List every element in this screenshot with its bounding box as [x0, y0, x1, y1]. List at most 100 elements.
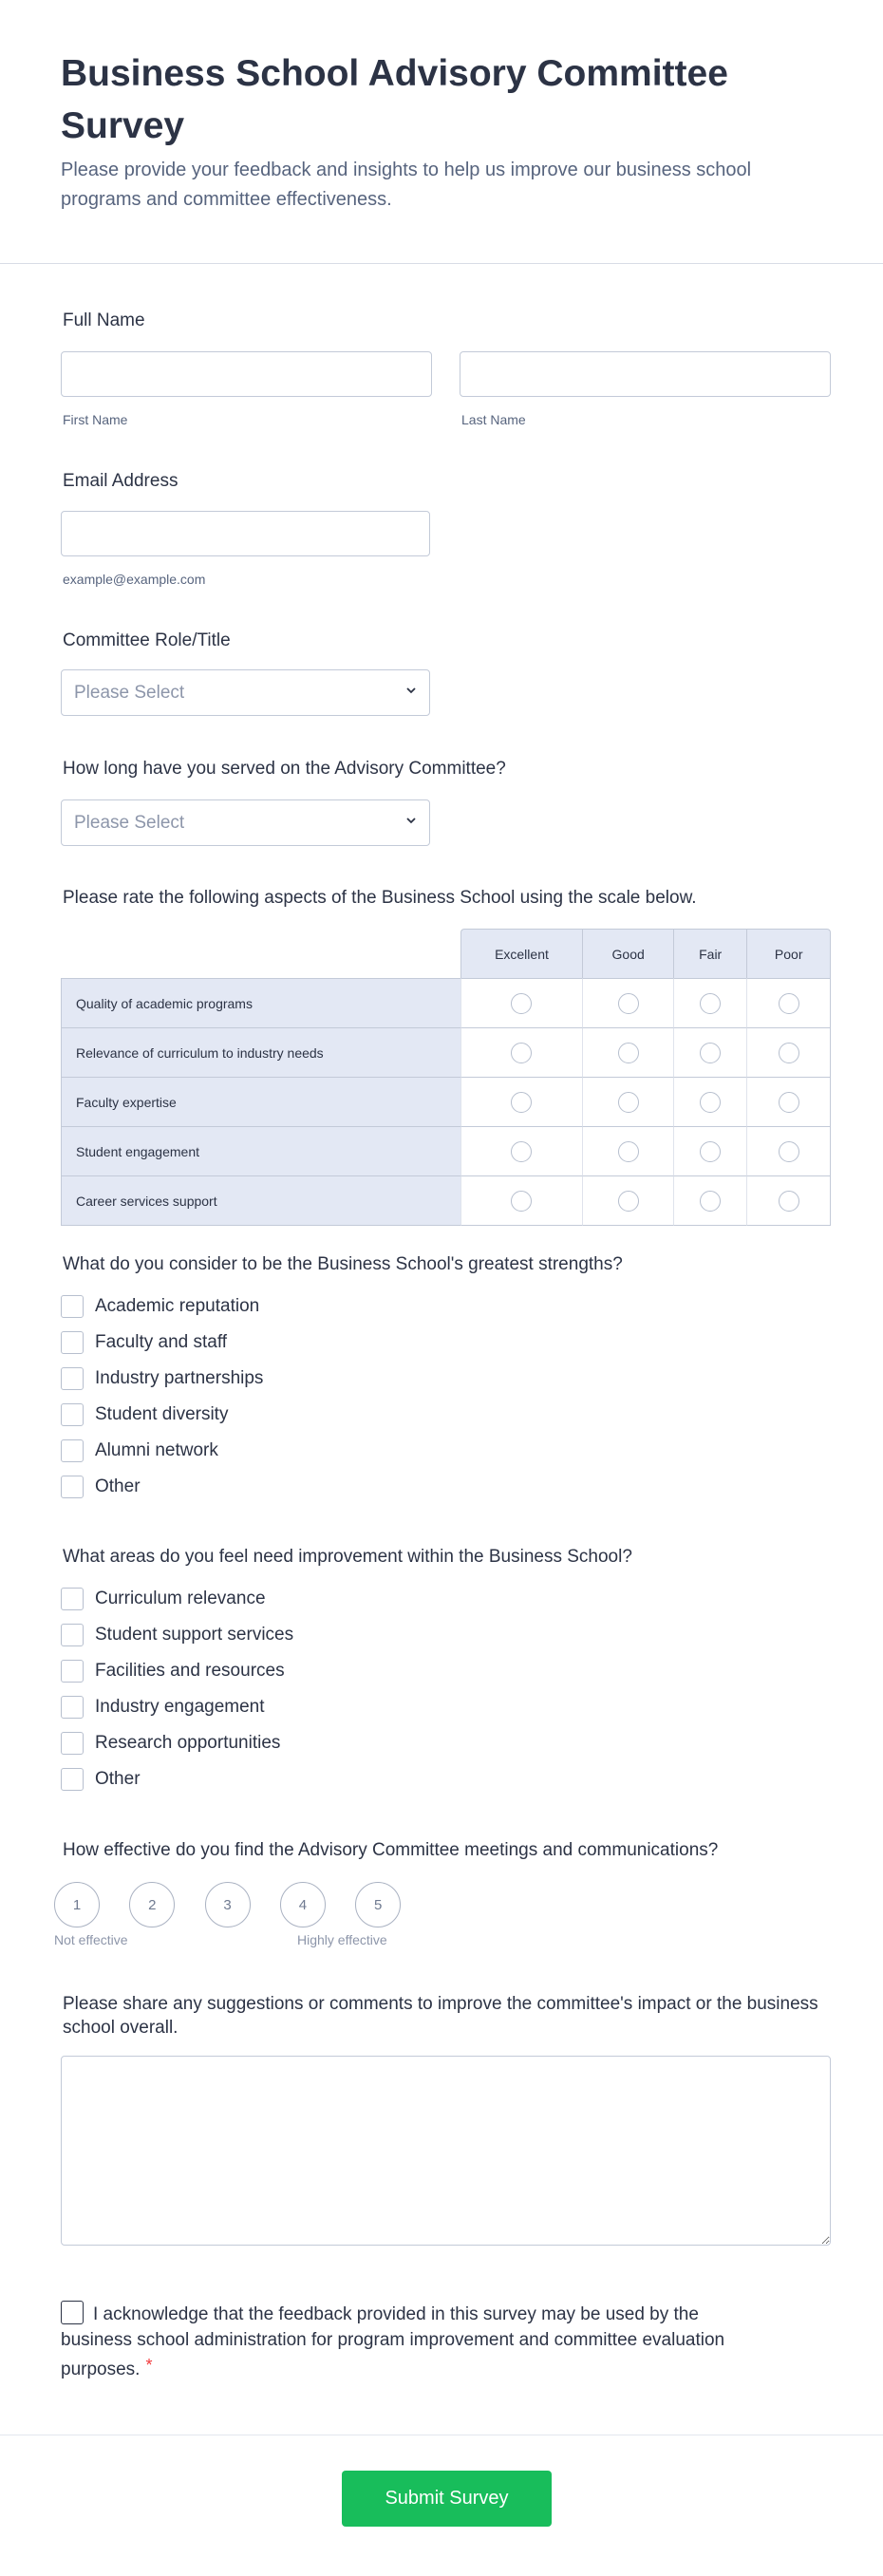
matrix-cell [746, 1175, 831, 1226]
improvements-option[interactable]: Other [61, 1767, 141, 1792]
matrix-cell [746, 1126, 831, 1175]
email-label: Email Address [63, 471, 178, 491]
strengths-option[interactable]: Academic reputation [61, 1294, 259, 1319]
checkbox[interactable] [61, 1696, 84, 1719]
column-header: Excellent [460, 929, 583, 978]
checkbox[interactable] [61, 1624, 84, 1646]
scale-option-4[interactable]: 4 [279, 1882, 326, 1927]
matrix-cell [672, 1027, 747, 1077]
role-label: Committee Role/Title [63, 630, 231, 650]
matrix-cell [582, 1077, 673, 1126]
checkbox[interactable] [61, 1331, 84, 1354]
option-label: Other [95, 1476, 141, 1496]
checkbox[interactable] [61, 1588, 84, 1610]
rating-radio[interactable] [511, 1190, 533, 1212]
scale-option-1[interactable]: 1 [54, 1882, 100, 1927]
email-sublabel: example@example.com [63, 572, 206, 587]
checkbox[interactable] [61, 1439, 84, 1462]
checkbox[interactable] [61, 1768, 84, 1791]
column-header: Fair [672, 929, 747, 978]
improvements-option[interactable]: Curriculum relevance [61, 1587, 266, 1611]
strengths-option[interactable]: Industry partnerships [61, 1366, 263, 1391]
acknowledge-text: I acknowledge that the feedback provided… [61, 2304, 725, 2379]
first-name-input[interactable] [61, 351, 432, 397]
role-select[interactable]: Please Select [61, 669, 430, 716]
rating-radio[interactable] [617, 1190, 639, 1212]
matrix-row: Relevance of curriculum to industry need… [61, 1027, 831, 1077]
checkbox[interactable] [61, 1403, 84, 1426]
rating-radio[interactable] [511, 1042, 533, 1063]
strengths-option[interactable]: Faculty and staff [61, 1330, 227, 1355]
tenure-select[interactable]: Please Select [61, 799, 430, 846]
improvements-option[interactable]: Industry engagement [61, 1695, 265, 1720]
rating-radio[interactable] [778, 1042, 799, 1063]
option-label: Student support services [95, 1625, 294, 1645]
checkbox[interactable] [61, 1367, 84, 1390]
checkbox[interactable] [61, 1295, 84, 1318]
matrix-row-label: Quality of academic programs [61, 978, 460, 1027]
option-label: Facilities and resources [95, 1661, 285, 1681]
rating-radio[interactable] [700, 1091, 722, 1113]
strengths-option[interactable]: Other [61, 1475, 141, 1499]
rating-radio[interactable] [511, 1091, 533, 1113]
rating-radio[interactable] [778, 1140, 799, 1162]
page-title: Business School Advisory Committee Surve… [61, 53, 728, 146]
rating-radio[interactable] [617, 1140, 639, 1162]
scale-option-2[interactable]: 2 [129, 1882, 176, 1927]
rating-matrix: Excellent Good Fair Poor Quality of acad… [61, 929, 831, 1226]
rating-radio[interactable] [617, 1091, 639, 1113]
option-label: Industry engagement [95, 1697, 265, 1717]
matrix-row: Career services support [61, 1175, 831, 1226]
improvements-option[interactable]: Student support services [61, 1623, 293, 1647]
acknowledge-field: I acknowledge that the feedback provided… [61, 2301, 754, 2382]
rating-radio[interactable] [511, 1140, 533, 1162]
matrix-row: Quality of academic programs [61, 978, 831, 1027]
improvements-option[interactable]: Research opportunities [61, 1731, 280, 1756]
tenure-select-value: Please Select [74, 813, 185, 833]
matrix-cell [582, 978, 673, 1027]
matrix-row-label: Student engagement [61, 1126, 460, 1175]
matrix-cell [746, 978, 831, 1027]
rating-radio[interactable] [700, 1140, 722, 1162]
comments-textarea[interactable] [61, 2056, 831, 2246]
strengths-option[interactable]: Student diversity [61, 1402, 228, 1427]
email-input[interactable] [61, 511, 430, 556]
rating-radio[interactable] [778, 1091, 799, 1113]
matrix-row: Faculty expertise [61, 1077, 831, 1126]
matrix-cell [582, 1027, 673, 1077]
matrix-cell [582, 1126, 673, 1175]
header-divider [0, 263, 883, 264]
scale-max-label: Highly effective [297, 1932, 387, 1947]
matrix-cell [672, 1175, 747, 1226]
checkbox[interactable] [61, 1476, 84, 1498]
last-name-input[interactable] [460, 351, 831, 397]
matrix-row: Student engagement [61, 1126, 831, 1175]
checkbox[interactable] [61, 1660, 84, 1683]
option-label: Faculty and staff [95, 1332, 228, 1352]
scale-option-5[interactable]: 5 [355, 1882, 402, 1927]
rating-radio[interactable] [700, 1190, 722, 1212]
strengths-option[interactable]: Alumni network [61, 1438, 218, 1463]
matrix-row-label: Relevance of curriculum to industry need… [61, 1027, 460, 1077]
option-label: Alumni network [95, 1440, 218, 1460]
matrix-cell [746, 1027, 831, 1077]
rating-radio[interactable] [700, 1042, 722, 1063]
rating-radio[interactable] [617, 992, 639, 1014]
rating-radio[interactable] [511, 992, 533, 1014]
matrix-cell [746, 1077, 831, 1126]
acknowledge-checkbox[interactable] [61, 2301, 84, 2324]
first-name-sublabel: First Name [63, 412, 128, 427]
rating-radio[interactable] [617, 1042, 639, 1063]
scale-option-3[interactable]: 3 [204, 1882, 251, 1927]
scale-min-label: Not effective [54, 1932, 128, 1947]
checkbox[interactable] [61, 1732, 84, 1755]
comments-label: Please share any suggestions or comments… [63, 1994, 818, 2038]
rating-radio[interactable] [778, 1190, 799, 1212]
submit-button[interactable]: Submit Survey [342, 2471, 552, 2527]
rating-radio[interactable] [778, 992, 799, 1014]
rating-radio[interactable] [700, 992, 722, 1014]
matrix-row-label: Faculty expertise [61, 1077, 460, 1126]
last-name-sublabel: Last Name [461, 412, 526, 427]
role-select-value: Please Select [74, 683, 185, 703]
improvements-option[interactable]: Facilities and resources [61, 1659, 285, 1683]
